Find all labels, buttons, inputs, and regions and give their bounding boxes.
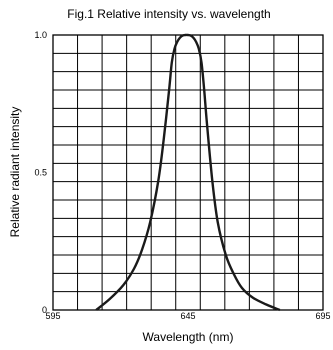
x-tick-label: 645 <box>180 311 195 321</box>
series-line <box>95 33 281 312</box>
x-tick-label: 595 <box>45 311 60 321</box>
tick-labels: 595 645 695 0 0.5 1.0 <box>34 30 330 321</box>
y-tick-label: 0 <box>42 305 47 315</box>
x-axis-label: Wavelength (nm) <box>143 330 234 344</box>
plot-frame <box>52 34 324 311</box>
y-tick-label: 1.0 <box>34 30 47 40</box>
x-tick-label: 695 <box>315 311 330 321</box>
curve-layer <box>95 33 281 312</box>
chart-title: Fig.1 Relative intensity vs. wavelength <box>67 7 270 21</box>
grid <box>53 35 323 310</box>
y-tick-label: 0.5 <box>34 168 47 178</box>
y-axis-label: Relative radiant intensity <box>8 107 22 238</box>
